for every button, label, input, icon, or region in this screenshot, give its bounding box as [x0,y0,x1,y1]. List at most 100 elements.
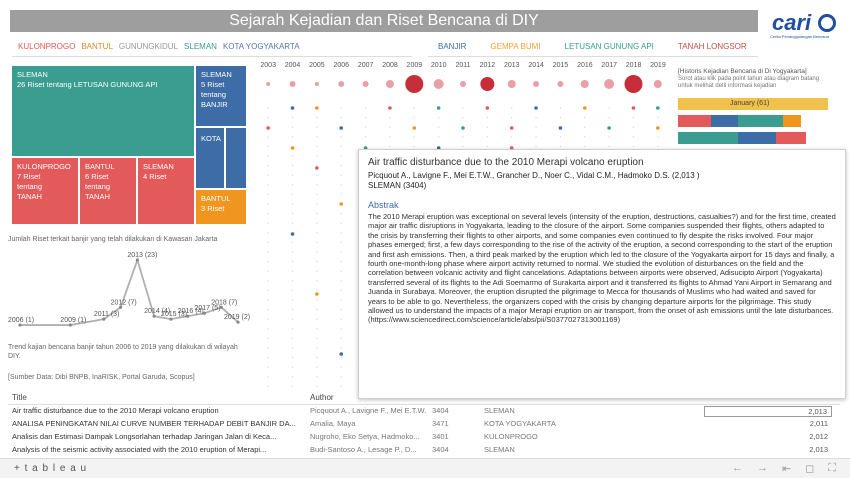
event-bubble[interactable] [339,202,344,206]
tableau-logo[interactable]: + t a b l e a u [14,463,88,474]
treemap-sleman-tanah[interactable]: SLEMAN 4 Riset [138,158,194,224]
event-bubble[interactable] [631,106,636,110]
year-total-bubble[interactable] [289,81,296,87]
event-bubble[interactable] [315,166,319,170]
trend-point[interactable] [219,305,223,309]
trend-point[interactable] [135,258,139,262]
undo-icon[interactable]: ← [731,462,743,474]
event-bubble[interactable] [388,106,392,110]
history-bar-chart[interactable]: January (61) [678,98,828,149]
bubble-year-label[interactable]: 2019 [650,62,666,69]
year-total-bubble[interactable] [533,81,540,87]
event-bubble[interactable] [436,106,441,110]
event-bubble[interactable] [461,126,465,130]
event-bubble[interactable] [363,146,368,150]
event-bubble[interactable] [315,106,319,110]
event-bubble[interactable] [290,146,295,150]
table-row[interactable]: Analisis dan Estimasi Dampak Longsorlaha… [8,432,840,443]
year-total-bubble[interactable] [557,81,564,87]
treemap-bantul-banjir[interactable]: BANTUL 3 Riset [196,190,246,224]
column-title[interactable]: Title [12,393,27,402]
year-total-bubble[interactable] [385,80,394,88]
year-total-bubble[interactable] [624,75,643,93]
event-bubble[interactable] [485,106,490,110]
share-icon[interactable]: ◻ [805,463,815,475]
filter-letusan-gunung-api[interactable]: LETUSAN GUNUNG API [564,41,654,51]
bubble-year-label[interactable]: 2010 [430,62,447,69]
event-bubble[interactable] [339,126,344,130]
bubble-year-label[interactable]: 2006 [333,62,350,69]
history-bar[interactable] [678,115,828,127]
trend-point[interactable] [169,317,173,321]
trend-point[interactable] [68,323,72,327]
year-total-bubble[interactable] [580,80,589,88]
event-bubble[interactable] [534,106,538,110]
bubble-year-label[interactable]: 2017 [601,62,617,69]
trend-point[interactable] [119,305,123,309]
filter-tanah-longsor[interactable]: TANAH LONGSOR [677,41,747,51]
event-bubble[interactable] [607,126,611,130]
research-trend-line-chart[interactable]: 2006 (1) 2009 (1) 2011 (3) 2012 (7) 2013 (23… [6,250,252,336]
bubble-year-label[interactable]: 2012 [479,62,496,69]
filter-bantul[interactable]: BANTUL [81,41,113,51]
bubble-year-label[interactable]: 2008 [382,62,398,69]
event-bubble[interactable] [315,292,319,296]
filter-kota-yogyakarta[interactable]: KOTA YOGYAKARTA [222,41,300,51]
bubble-year-label[interactable]: 2016 [577,62,593,69]
trend-point[interactable] [236,320,240,324]
fullscreen-icon[interactable]: ⛶ [828,462,836,474]
year-total-bubble[interactable] [653,80,662,88]
bubble-year-label[interactable]: 2013 [503,62,520,69]
filter-gunungkidul[interactable]: GUNUNGKIDUL [118,41,179,51]
filter-sleman[interactable]: SLEMAN [184,41,217,51]
event-bubble[interactable] [582,106,587,110]
event-bubble[interactable] [290,106,295,110]
event-bubble[interactable] [266,126,270,130]
year-total-bubble[interactable] [480,77,495,91]
trend-point[interactable] [202,311,207,315]
trend-point[interactable] [102,317,106,321]
trend-point[interactable] [18,323,22,327]
treemap-sleman-letusan[interactable]: SLEMAN 26 Riset tentang LETUSAN GUNUNG A… [12,66,194,156]
year-total-bubble[interactable] [266,82,271,86]
trend-point[interactable] [186,314,190,318]
treemap-bantul-tanah[interactable]: BANTUL 6 Riset tentang TANAH [80,158,136,224]
bubble-year-label[interactable]: 2005 [309,62,325,69]
table-row[interactable]: Air traffic disturbance due to the 2010 … [8,406,840,417]
year-total-bubble[interactable] [460,81,466,87]
table-row[interactable]: ANALISA PENINGKATAN NILAI CURVE NUMBER T… [8,419,840,430]
treemap-kota[interactable]: KOTA [196,128,224,188]
treemap-sleman-banjir[interactable]: SLEMAN 5 Riset tentang BANJIR [196,66,246,126]
trend-point[interactable] [152,314,156,318]
event-bubble[interactable] [436,146,441,150]
history-bar[interactable] [678,132,828,144]
event-bubble[interactable] [656,106,660,110]
filter-gempa-bumi[interactable]: GEMPA BUMI [490,41,541,51]
year-total-bubble[interactable] [314,82,319,86]
year-total-bubble[interactable] [362,81,369,87]
event-bubble[interactable] [339,352,344,356]
year-total-bubble[interactable] [338,81,345,87]
event-bubble[interactable] [509,146,514,150]
event-bubble[interactable] [290,232,295,236]
bubble-year-label[interactable]: 2009 [406,62,423,69]
event-bubble[interactable] [558,126,563,130]
year-total-bubble[interactable] [604,79,615,89]
year-total-bubble[interactable] [433,79,444,89]
filter-kulonprogo[interactable]: KULONPROGO [18,41,76,51]
table-row[interactable]: Analysis of the seismic activity associa… [8,445,840,455]
event-bubble[interactable] [656,126,660,130]
year-total-bubble[interactable] [507,80,516,88]
bubble-year-label[interactable]: 2011 [455,62,471,69]
bubble-year-label[interactable]: 2018 [625,62,642,69]
bubble-year-label[interactable]: 2003 [260,62,276,69]
revert-icon[interactable]: ⇤ [781,463,792,475]
bubble-year-label[interactable]: 2007 [357,62,374,69]
event-bubble[interactable] [509,126,514,130]
bubble-year-label[interactable]: 2015 [552,62,569,69]
treemap-kota-2[interactable] [226,128,246,188]
column-author[interactable]: Author [310,393,334,402]
bubble-year-label[interactable]: 2014 [528,62,544,69]
treemap-kulonprogo[interactable]: KULONPROGO 7 Riset tentang TANAH [12,158,78,224]
filter-banjir[interactable]: BANJIR [438,41,467,51]
